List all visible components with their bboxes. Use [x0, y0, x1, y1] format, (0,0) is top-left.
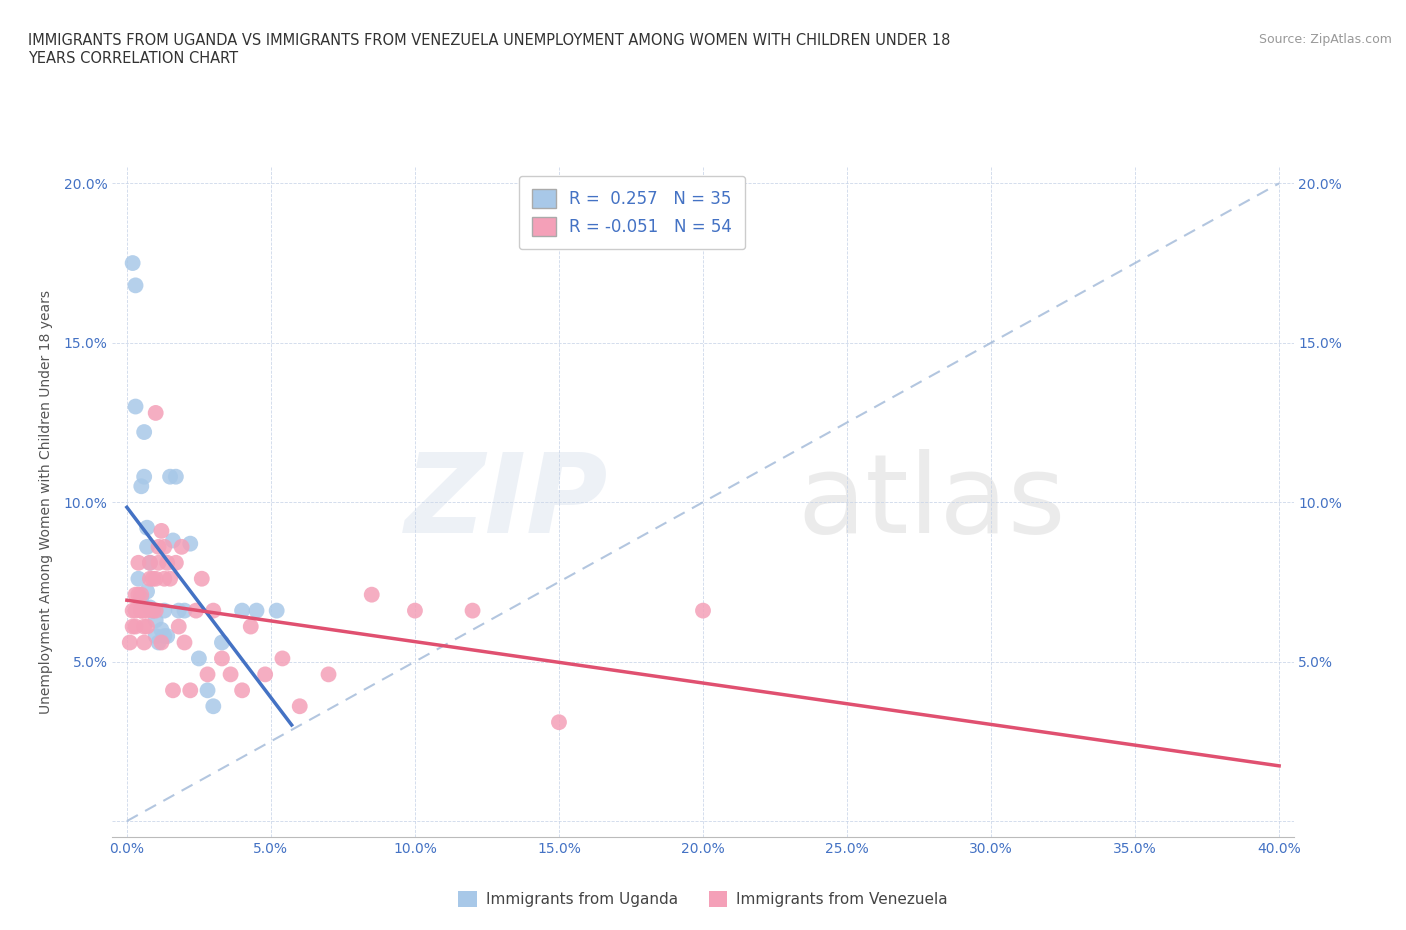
Point: [129, 479, 152, 494]
Point: [159, 571, 181, 586]
Point: [692, 604, 714, 618]
Point: [211, 651, 233, 666]
Point: [118, 635, 141, 650]
Point: [461, 604, 484, 618]
Point: [153, 604, 176, 618]
Point: [129, 591, 152, 605]
Point: [548, 715, 571, 730]
Point: [124, 399, 146, 414]
Point: [360, 587, 382, 602]
Point: [167, 619, 190, 634]
Point: [142, 604, 165, 618]
Point: [134, 635, 156, 650]
Point: [139, 555, 162, 570]
Legend: R =  0.257   N = 35, R = -0.051   N = 54: R = 0.257 N = 35, R = -0.051 N = 54: [519, 176, 745, 249]
Point: [142, 604, 165, 618]
Point: [266, 604, 288, 618]
Point: [121, 604, 143, 618]
Point: [271, 651, 294, 666]
Point: [211, 635, 233, 650]
Point: [127, 587, 149, 602]
Point: [197, 683, 219, 698]
Point: [134, 425, 156, 440]
Point: [121, 256, 143, 271]
Point: [145, 629, 167, 644]
Point: [191, 571, 214, 586]
Text: IMMIGRANTS FROM UGANDA VS IMMIGRANTS FROM VENEZUELA UNEMPLOYMENT AMONG WOMEN WIT: IMMIGRANTS FROM UGANDA VS IMMIGRANTS FRO…: [28, 33, 950, 47]
Point: [231, 683, 253, 698]
Point: [156, 629, 179, 644]
Point: [136, 584, 159, 599]
Text: YEARS CORRELATION CHART: YEARS CORRELATION CHART: [28, 51, 238, 66]
Point: [127, 571, 149, 586]
Point: [404, 604, 426, 618]
Point: [197, 667, 219, 682]
Point: [150, 622, 173, 637]
Point: [136, 520, 159, 535]
Point: [173, 635, 195, 650]
Point: [159, 470, 181, 485]
Point: [134, 604, 156, 618]
Point: [165, 470, 187, 485]
Point: [124, 619, 146, 634]
Point: [124, 278, 146, 293]
Point: [167, 604, 190, 618]
Point: [136, 604, 159, 618]
Point: [139, 571, 162, 586]
Point: [179, 537, 201, 551]
Point: [219, 667, 242, 682]
Point: [142, 604, 165, 618]
Point: [148, 635, 170, 650]
Text: Source: ZipAtlas.com: Source: ZipAtlas.com: [1258, 33, 1392, 46]
Point: [134, 470, 156, 485]
Point: [184, 604, 207, 618]
Point: [129, 587, 152, 602]
Point: [129, 604, 152, 618]
Point: [162, 683, 184, 698]
Point: [170, 539, 193, 554]
Point: [187, 651, 209, 666]
Point: [150, 524, 173, 538]
Point: [179, 683, 201, 698]
Point: [145, 613, 167, 628]
Legend: Immigrants from Uganda, Immigrants from Venezuela: Immigrants from Uganda, Immigrants from …: [453, 884, 953, 913]
Point: [121, 619, 143, 634]
Point: [245, 604, 267, 618]
Point: [124, 587, 146, 602]
Point: [153, 571, 176, 586]
Point: [254, 667, 277, 682]
Point: [162, 533, 184, 548]
Point: [124, 604, 146, 618]
Point: [202, 604, 225, 618]
Point: [136, 619, 159, 634]
Point: [202, 698, 225, 713]
Point: [145, 405, 167, 420]
Point: [153, 539, 176, 554]
Point: [148, 539, 170, 554]
Point: [139, 600, 162, 615]
Point: [129, 604, 152, 618]
Y-axis label: Unemployment Among Women with Children Under 18 years: Unemployment Among Women with Children U…: [38, 290, 52, 714]
Point: [153, 629, 176, 644]
Point: [145, 571, 167, 586]
Point: [288, 698, 311, 713]
Point: [165, 555, 187, 570]
Point: [150, 635, 173, 650]
Point: [139, 555, 162, 570]
Point: [318, 667, 340, 682]
Text: atlas: atlas: [797, 448, 1066, 556]
Point: [231, 604, 253, 618]
Text: ZIP: ZIP: [405, 448, 609, 556]
Point: [142, 571, 165, 586]
Point: [136, 539, 159, 554]
Point: [148, 555, 170, 570]
Point: [156, 555, 179, 570]
Point: [127, 555, 149, 570]
Point: [145, 604, 167, 618]
Point: [173, 604, 195, 618]
Point: [239, 619, 262, 634]
Point: [134, 619, 156, 634]
